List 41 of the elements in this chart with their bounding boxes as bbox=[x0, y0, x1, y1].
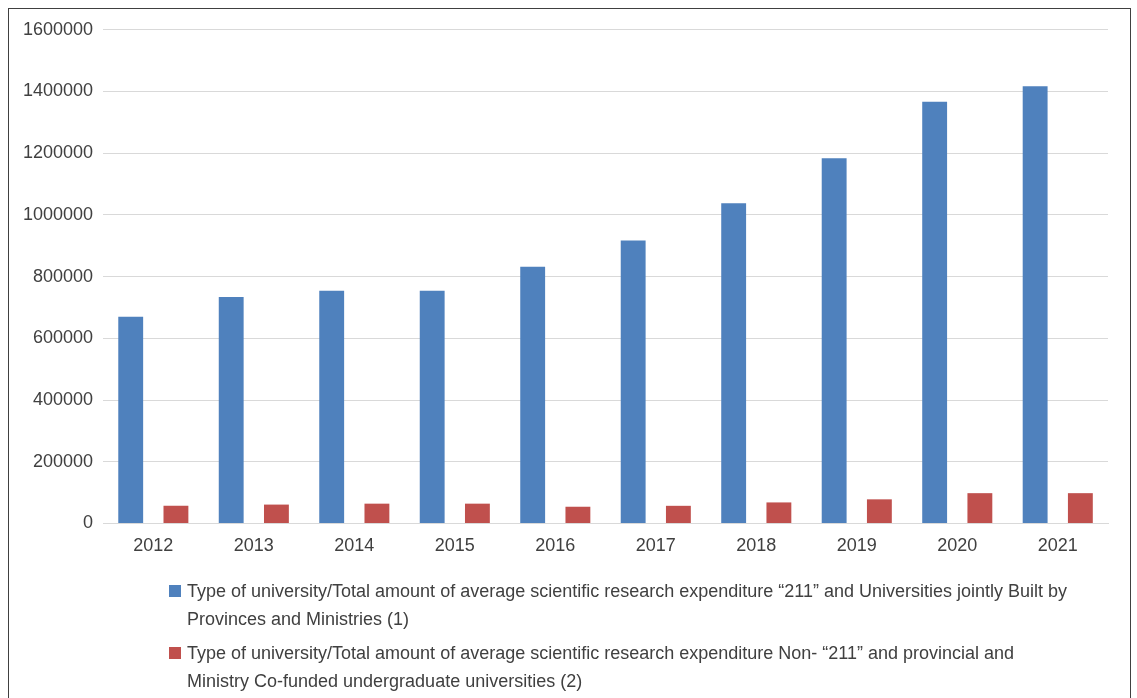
bar bbox=[520, 266, 546, 523]
y-tick-label: 1200000 bbox=[23, 142, 94, 163]
y-tick-label: 1000000 bbox=[23, 203, 94, 224]
bar bbox=[922, 101, 948, 523]
bar bbox=[464, 503, 490, 523]
bar bbox=[866, 499, 892, 523]
x-tick-label: 2014 bbox=[334, 535, 375, 556]
bar bbox=[1067, 493, 1093, 523]
x-tick-label: 2015 bbox=[434, 535, 475, 556]
y-tick-label: 1400000 bbox=[23, 80, 94, 101]
x-tick-label: 2018 bbox=[736, 535, 777, 556]
bar bbox=[565, 506, 591, 523]
bar bbox=[721, 203, 747, 523]
bar bbox=[163, 505, 189, 523]
y-tick-label: 600000 bbox=[33, 327, 94, 348]
bar bbox=[665, 505, 691, 523]
bar bbox=[419, 290, 445, 523]
y-tick-label: 200000 bbox=[33, 450, 94, 471]
y-tick-label: 1600000 bbox=[23, 18, 94, 39]
bar bbox=[118, 316, 144, 523]
legend-label: Type of university/Total amount of average scientific research expenditure “211” and Universities jointly Built by Provinces and Ministries (1) bbox=[187, 580, 1069, 631]
bar bbox=[967, 493, 993, 523]
x-tick-label: 2013 bbox=[233, 535, 274, 556]
bar bbox=[319, 290, 345, 523]
bar bbox=[821, 158, 847, 523]
bar bbox=[364, 503, 390, 523]
bar bbox=[263, 504, 289, 523]
bar bbox=[620, 240, 646, 523]
y-tick-label: 800000 bbox=[33, 265, 94, 286]
x-tick-label: 2020 bbox=[937, 535, 978, 556]
x-tick-label: 2012 bbox=[133, 535, 174, 556]
y-tick-label: 0 bbox=[83, 512, 94, 533]
x-tick-label: 2016 bbox=[535, 535, 576, 556]
legend-label: Type of university/Total amount of average scientific research expenditure Non- “211” and provincial and Ministry Co-funded undergraduate universities (2) bbox=[187, 642, 1016, 693]
x-tick-label: 2019 bbox=[836, 535, 877, 556]
bar bbox=[1022, 86, 1048, 523]
bar bbox=[766, 502, 792, 523]
y-tick-label: 400000 bbox=[33, 388, 94, 409]
bar bbox=[218, 296, 244, 523]
x-tick-label: 2017 bbox=[635, 535, 676, 556]
x-tick-label: 2021 bbox=[1037, 535, 1078, 556]
